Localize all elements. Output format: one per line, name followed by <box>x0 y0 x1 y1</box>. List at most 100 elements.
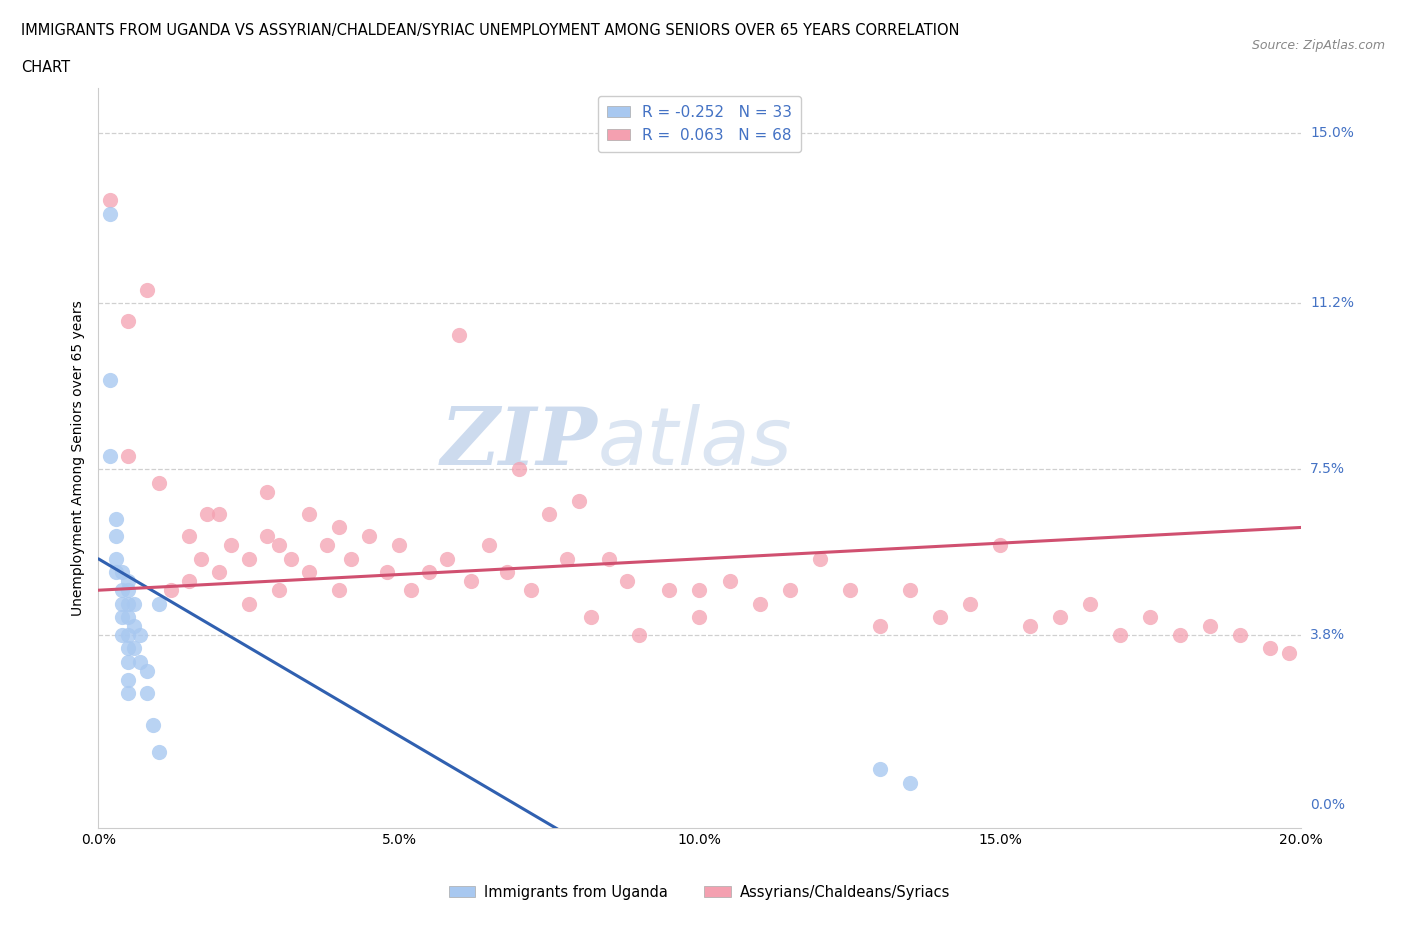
Text: 15.0%: 15.0% <box>1310 126 1354 140</box>
Point <box>238 596 260 611</box>
Point <box>141 717 163 732</box>
Point <box>688 610 710 625</box>
Point <box>328 583 350 598</box>
Point <box>105 565 128 579</box>
Point <box>1019 618 1042 633</box>
Point <box>460 574 482 589</box>
Point <box>100 206 122 221</box>
Point <box>447 327 470 342</box>
Point <box>478 538 501 552</box>
Point <box>111 583 134 598</box>
Text: 3.8%: 3.8% <box>1310 628 1346 642</box>
Point <box>219 538 242 552</box>
Point <box>616 574 638 589</box>
Point <box>105 529 128 544</box>
Point <box>838 583 860 598</box>
Point <box>117 448 139 463</box>
Point <box>581 610 603 625</box>
Point <box>898 583 921 598</box>
Point <box>1078 596 1101 611</box>
Point <box>568 493 591 508</box>
Point <box>555 551 578 566</box>
Point <box>256 529 278 544</box>
Point <box>208 507 231 522</box>
Point <box>298 565 321 579</box>
Point <box>496 565 519 579</box>
Point <box>267 583 290 598</box>
Point <box>256 485 278 499</box>
Point <box>315 538 337 552</box>
Point <box>357 529 380 544</box>
Point <box>328 520 350 535</box>
Point <box>195 507 218 522</box>
Point <box>808 551 831 566</box>
Point <box>1049 610 1071 625</box>
Point <box>418 565 440 579</box>
Point <box>177 574 200 589</box>
Point <box>267 538 290 552</box>
Point <box>100 448 122 463</box>
Text: 0.0%: 0.0% <box>1310 798 1346 812</box>
Point <box>598 551 620 566</box>
Point <box>748 596 770 611</box>
Point <box>117 641 139 656</box>
Point <box>1109 628 1132 643</box>
Point <box>208 565 231 579</box>
Point <box>117 672 139 687</box>
Legend: Immigrants from Uganda, Assyrians/Chaldeans/Syriacs: Immigrants from Uganda, Assyrians/Chalde… <box>443 879 956 906</box>
Text: 11.2%: 11.2% <box>1310 297 1354 311</box>
Point <box>898 776 921 790</box>
Point <box>190 551 212 566</box>
Point <box>280 551 302 566</box>
Point <box>298 507 321 522</box>
Point <box>520 583 543 598</box>
Point <box>508 462 530 477</box>
Point <box>388 538 411 552</box>
Point <box>117 685 139 700</box>
Point <box>1139 610 1161 625</box>
Point <box>129 655 152 670</box>
Point <box>658 583 681 598</box>
Point <box>436 551 458 566</box>
Point <box>135 663 157 678</box>
Point <box>779 583 801 598</box>
Point <box>117 574 139 589</box>
Point <box>100 372 122 387</box>
Point <box>1170 628 1192 643</box>
Point <box>100 193 122 207</box>
Point <box>628 628 651 643</box>
Point <box>105 551 128 566</box>
Point <box>159 583 181 598</box>
Point <box>148 475 170 490</box>
Text: Source: ZipAtlas.com: Source: ZipAtlas.com <box>1251 39 1385 52</box>
Point <box>375 565 398 579</box>
Point <box>148 744 170 759</box>
Point <box>111 596 134 611</box>
Point <box>238 551 260 566</box>
Point <box>148 596 170 611</box>
Point <box>1277 645 1299 660</box>
Point <box>117 314 139 329</box>
Point <box>340 551 363 566</box>
Point <box>399 583 422 598</box>
Y-axis label: Unemployment Among Seniors over 65 years: Unemployment Among Seniors over 65 years <box>72 300 86 616</box>
Point <box>135 685 157 700</box>
Point <box>105 512 128 526</box>
Point <box>117 655 139 670</box>
Point <box>1199 618 1222 633</box>
Point <box>129 628 152 643</box>
Point <box>111 628 134 643</box>
Point <box>929 610 952 625</box>
Point <box>177 529 200 544</box>
Point <box>117 583 139 598</box>
Point <box>1229 628 1251 643</box>
Point <box>869 762 891 777</box>
Point <box>538 507 561 522</box>
Point <box>111 565 134 579</box>
Text: IMMIGRANTS FROM UGANDA VS ASSYRIAN/CHALDEAN/SYRIAC UNEMPLOYMENT AMONG SENIORS OV: IMMIGRANTS FROM UGANDA VS ASSYRIAN/CHALD… <box>21 23 959 38</box>
Point <box>124 596 146 611</box>
Point <box>1260 641 1282 656</box>
Text: ZIP: ZIP <box>440 405 598 482</box>
Point <box>124 641 146 656</box>
Point <box>117 610 139 625</box>
